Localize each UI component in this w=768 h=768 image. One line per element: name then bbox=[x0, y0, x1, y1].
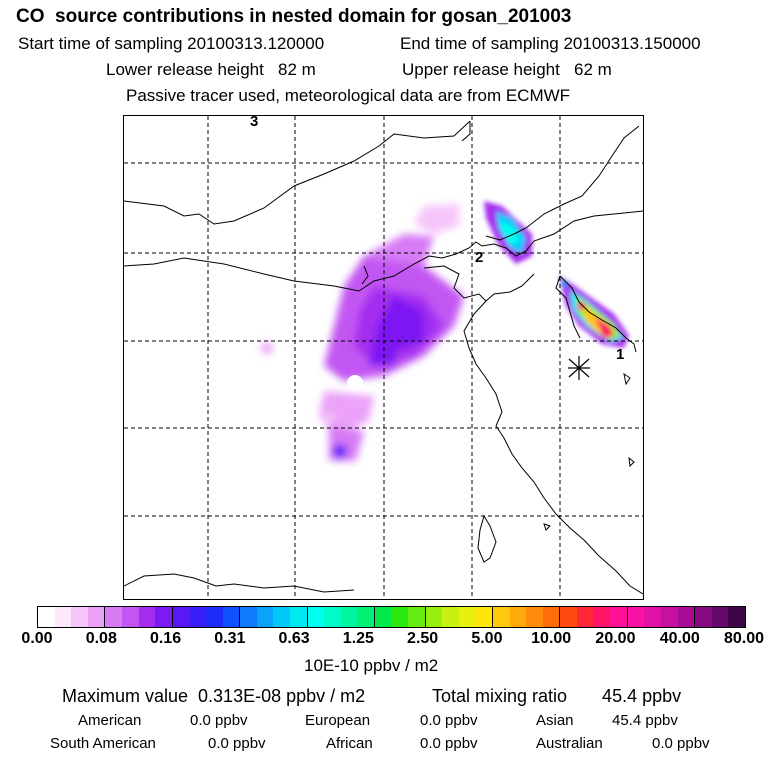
region-value: 0.0 ppbv bbox=[652, 735, 710, 752]
end-time-label: End time of sampling 20100313.150000 bbox=[400, 34, 701, 53]
colorbar-segment bbox=[542, 607, 560, 627]
colorbar-segment bbox=[711, 607, 729, 627]
plume-hole bbox=[347, 375, 363, 391]
colorbar-segment bbox=[205, 607, 223, 627]
colorbar-segment bbox=[458, 607, 476, 627]
map-panel: 3 2 1 bbox=[123, 115, 644, 600]
colorbar-segment bbox=[728, 607, 745, 627]
region-name: South American bbox=[50, 735, 156, 752]
colorbar-tick-label: 0.08 bbox=[85, 630, 117, 647]
colorbar-segment bbox=[306, 607, 325, 627]
start-time-label: Start time of sampling 20100313.120000 bbox=[18, 34, 325, 53]
colorbar-segment bbox=[408, 607, 425, 627]
colorbar-segment bbox=[677, 607, 695, 627]
colorbar-segment bbox=[509, 607, 527, 627]
colorbar-segment bbox=[189, 607, 206, 627]
upper-height-label: Upper release height 62 m bbox=[402, 60, 612, 79]
colorbar-tick-label: 5.00 bbox=[471, 630, 503, 647]
region-name: Australian bbox=[536, 735, 603, 752]
max-value-label: Maximum value 0.313E-08 ppbv / m2 bbox=[62, 686, 366, 706]
colorbar-segment bbox=[660, 607, 678, 627]
colorbar-segment bbox=[526, 607, 543, 627]
map-canvas: 3 2 1 bbox=[124, 116, 643, 599]
region-name: American bbox=[78, 712, 142, 729]
colorbar-segment bbox=[626, 607, 645, 627]
colorbar-segment bbox=[273, 607, 290, 627]
colorbar-segment bbox=[71, 607, 88, 627]
colorbar-segment bbox=[239, 607, 257, 627]
lower-height-label: Lower release height 82 m bbox=[106, 60, 316, 79]
region-name: European bbox=[305, 712, 371, 729]
receptor-star-icon bbox=[568, 356, 590, 380]
marker-1: 1 bbox=[616, 346, 624, 363]
colorbar-tick-label: 20.00 bbox=[595, 630, 636, 647]
colorbar-segment bbox=[340, 607, 358, 627]
colorbar-segment bbox=[593, 607, 611, 627]
colorbar-segment bbox=[104, 607, 122, 627]
colorbar-segment bbox=[492, 607, 510, 627]
colorbar-segment bbox=[87, 607, 105, 627]
colorbar-segment bbox=[357, 607, 374, 627]
total-mixing-ratio-label: Total mixing ratio 45.4 ppbv bbox=[432, 686, 682, 706]
colorbar-unit: 10E-10 ppbv / m2 bbox=[304, 656, 439, 675]
colorbar bbox=[37, 606, 746, 628]
colorbar-segment bbox=[54, 607, 72, 627]
colorbar-segment bbox=[577, 607, 594, 627]
colorbar-segment bbox=[442, 607, 459, 627]
region-name: African bbox=[326, 735, 373, 752]
colorbar-tick-label: 80.00 bbox=[723, 630, 765, 647]
colorbar-segment bbox=[155, 607, 172, 627]
colorbar-segment bbox=[610, 607, 627, 627]
plume-china bbox=[261, 204, 464, 461]
colorbar-segment bbox=[121, 607, 139, 627]
colorbar-segment bbox=[324, 607, 341, 627]
colorbar-tick-label: 0.63 bbox=[278, 630, 310, 647]
colorbar-ticks: 0.00 0.08 0.16 0.31 0.63 1.25 2.50 5.00 10.00 20.… bbox=[0, 630, 768, 650]
colorbar-segment bbox=[694, 607, 712, 627]
colorbar-tick-label: 10.00 bbox=[531, 630, 572, 647]
marker-3: 3 bbox=[250, 116, 258, 130]
region-value: 45.4 ppbv bbox=[612, 712, 678, 729]
map-grid bbox=[124, 116, 643, 599]
region-value: 0.0 ppbv bbox=[208, 735, 266, 752]
coastlines bbox=[124, 120, 643, 595]
colorbar-tick-label: 1.25 bbox=[342, 630, 374, 647]
plume-korea bbox=[484, 201, 629, 348]
colorbar-segment bbox=[256, 607, 274, 627]
colorbar-segment bbox=[222, 607, 240, 627]
colorbar-tick-label: 0.16 bbox=[149, 630, 182, 647]
marker-2: 2 bbox=[475, 249, 483, 266]
colorbar-segment bbox=[644, 607, 661, 627]
region-value: 0.0 ppbv bbox=[420, 735, 478, 752]
colorbar-segment bbox=[391, 607, 409, 627]
colorbar-tick-label: 0.31 bbox=[214, 630, 246, 647]
colorbar-segment bbox=[373, 607, 392, 627]
region-value: 0.0 ppbv bbox=[190, 712, 248, 729]
colorbar-segment bbox=[559, 607, 577, 627]
colorbar-segment bbox=[38, 607, 55, 627]
colorbar-segment bbox=[424, 607, 443, 627]
colorbar-tick-label: 40.00 bbox=[659, 630, 700, 647]
colorbar-segment bbox=[171, 607, 190, 627]
region-value: 0.0 ppbv bbox=[420, 712, 478, 729]
region-name: Asian bbox=[536, 712, 574, 729]
tracer-note: Passive tracer used, meteorological data… bbox=[126, 86, 571, 105]
colorbar-tick-label: 2.50 bbox=[407, 630, 439, 647]
colorbar-segment bbox=[138, 607, 156, 627]
colorbar-segment bbox=[289, 607, 307, 627]
colorbar-segment bbox=[475, 607, 493, 627]
colorbar-tick-label: 0.00 bbox=[21, 630, 53, 647]
plot-title: CO source contributions in nested domain… bbox=[16, 6, 572, 27]
